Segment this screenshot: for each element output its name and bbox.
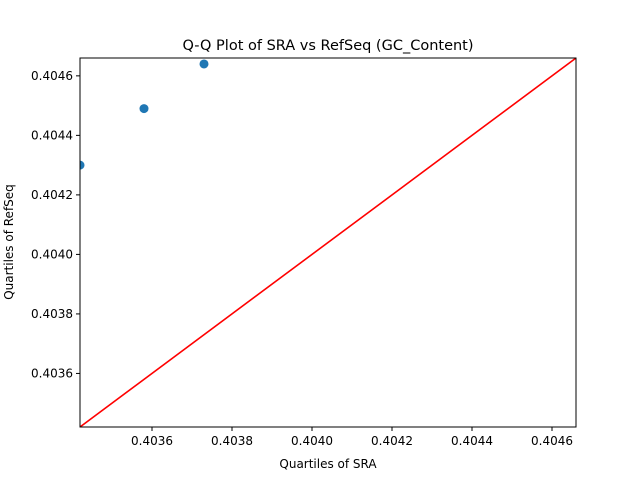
x-axis-label: Quartiles of SRA [279, 457, 377, 471]
y-tick-label-6: 0.4046 [31, 69, 73, 83]
reference-line [80, 58, 576, 427]
data-point-3 [199, 59, 209, 69]
x-tick-label-2: 0.4038 [211, 434, 253, 448]
y-tick-label-2: 0.4038 [31, 307, 73, 321]
y-tick-label-4: 0.4042 [31, 188, 73, 202]
plot-area [79, 57, 577, 428]
y-axis-ticks: 0.4036 0.4038 0.4040 0.4042 0.4044 0.4046 [31, 69, 80, 380]
x-tick-label-6: 0.4046 [531, 434, 573, 448]
x-tick-label-4: 0.4042 [371, 434, 413, 448]
data-point-1 [80, 160, 85, 170]
y-tick-label-5: 0.4044 [31, 128, 73, 142]
chart-title: Q-Q Plot of SRA vs RefSeq (GC_Content) [182, 38, 473, 54]
x-tick-label-5: 0.4044 [451, 434, 493, 448]
x-tick-label-3: 0.4040 [291, 434, 333, 448]
y-tick-label-1: 0.4036 [31, 366, 73, 380]
axes-frame [79, 57, 577, 428]
data-point-2 [139, 104, 149, 114]
x-tick-label-1: 0.4036 [131, 434, 173, 448]
y-tick-label-3: 0.4040 [31, 247, 73, 261]
x-axis-ticks: 0.4036 0.4038 0.4040 0.4042 0.4044 0.4046 [131, 427, 573, 448]
y-axis-label: Quartiles of RefSeq [2, 184, 16, 300]
